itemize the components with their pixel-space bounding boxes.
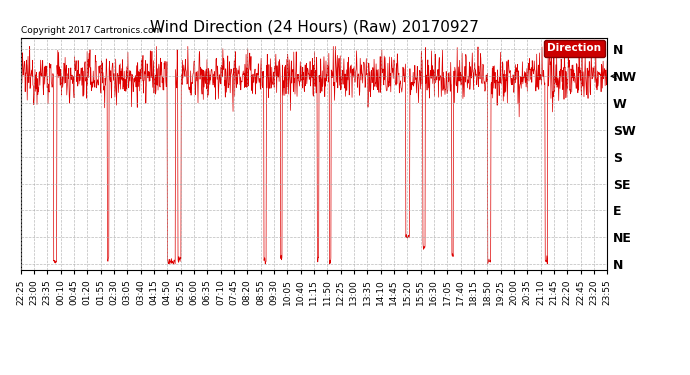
Legend: Direction: Direction (544, 40, 605, 57)
Title: Wind Direction (24 Hours) (Raw) 20170927: Wind Direction (24 Hours) (Raw) 20170927 (150, 20, 478, 35)
Text: Copyright 2017 Cartronics.com: Copyright 2017 Cartronics.com (21, 26, 162, 35)
